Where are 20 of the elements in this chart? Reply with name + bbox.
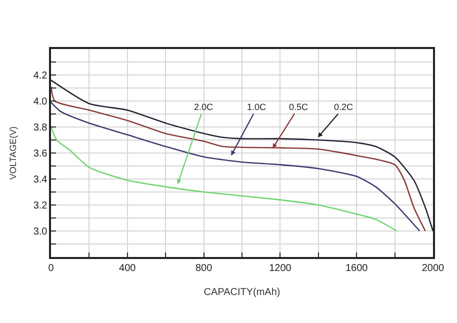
y-tick-label: 4.2 [33,70,48,82]
y-axis-title: VOLTAGE(V) [8,126,18,180]
x-tick-label: 400 [119,262,136,274]
x-tick-label: 800 [195,262,213,274]
annotation: 0.5C [289,102,309,112]
x-tick-label: 1200 [269,262,292,274]
y-tick-label: 3.0 [33,226,48,238]
x-axis-title: CAPACITY(mAh) [204,286,280,298]
y-tick-label: 3.4 [33,174,48,186]
annotation: 1.0C [247,102,267,112]
annotation: 2.0C [194,102,214,112]
y-tick-label: 3.2 [33,200,48,212]
x-tick-label: 0 [48,262,54,274]
line-series [51,126,398,232]
y-tick-label: 3.6 [33,148,48,160]
x-tick-label: 2000 [422,262,445,274]
annotation: 0.2C [334,102,354,112]
x-tick-label: 1600 [345,262,368,274]
y-tick-label: 3.8 [33,122,48,134]
y-tick-label: 4.0 [33,96,48,108]
